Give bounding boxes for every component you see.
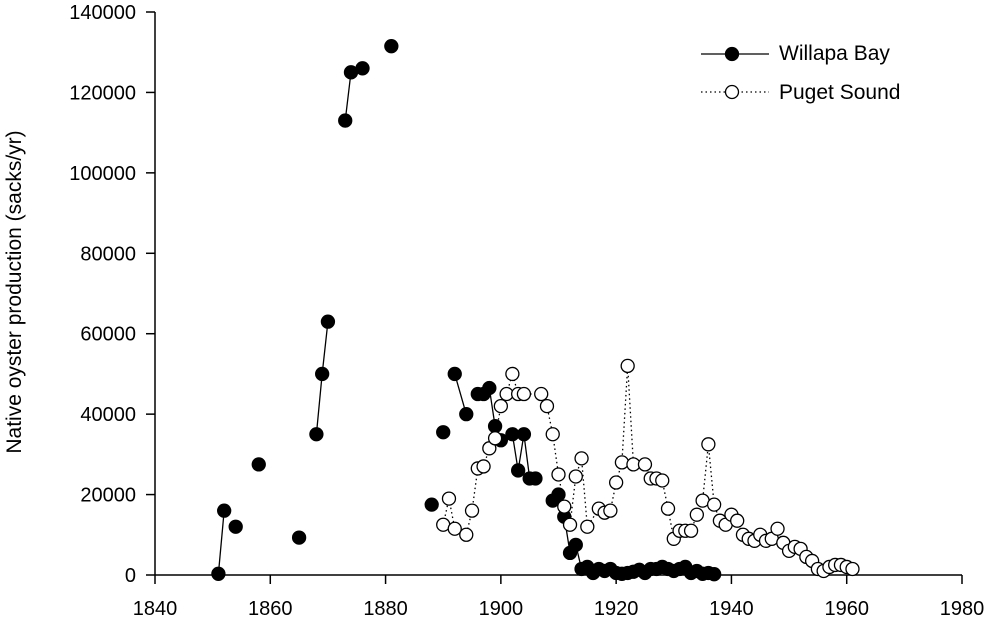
legend-item-willapa-bay: Willapa Bay	[701, 42, 890, 65]
data-point-puget-sound	[551, 467, 566, 482]
series-lines	[217, 67, 853, 575]
data-point-puget-sound	[603, 503, 618, 518]
y-tick-label: 20000	[80, 485, 136, 507]
data-point-puget-sound	[620, 358, 635, 374]
x-tick-label: 1900	[479, 598, 524, 620]
data-point-puget-sound	[689, 507, 704, 522]
x-tick-label: 1880	[363, 598, 408, 620]
data-point-puget-sound	[608, 475, 624, 490]
y-tick-label: 40000	[80, 404, 136, 426]
data-point-willapa-bay	[384, 39, 399, 54]
data-point-puget-sound	[459, 527, 474, 542]
y-axis-title: Native oyster production (sacks/yr)	[3, 130, 26, 453]
data-point-puget-sound	[487, 431, 503, 446]
x-tick-label: 1860	[248, 598, 293, 620]
data-point-puget-sound	[770, 521, 785, 536]
x-tick-label: 1960	[824, 598, 869, 620]
data-point-willapa-bay	[482, 380, 497, 396]
legend-label-willapa-bay: Willapa Bay	[779, 42, 890, 65]
data-point-willapa-bay	[459, 406, 474, 422]
data-point-willapa-bay	[355, 61, 370, 76]
data-point-willapa-bay	[528, 471, 543, 486]
data-point-puget-sound	[464, 503, 480, 518]
tick-labels: 1840 1860 1880 1900 1920 1940 1960 1980 0 20000 40…	[69, 2, 984, 620]
data-point-willapa-bay	[706, 567, 722, 582]
data-point-willapa-bay	[309, 427, 324, 442]
data-point-puget-sound	[730, 513, 745, 528]
data-point-willapa-bay	[424, 497, 439, 512]
series-line-willapa-bay	[217, 510, 225, 574]
data-point-willapa-bay	[338, 113, 353, 128]
data-point-puget-sound	[534, 386, 549, 402]
data-point-puget-sound	[539, 398, 555, 414]
data-point-willapa-bay	[487, 419, 503, 434]
data-point-puget-sound	[447, 521, 462, 536]
data-point-willapa-bay	[447, 366, 462, 382]
data-point-willapa-bay	[251, 457, 266, 472]
x-tick-label: 1920	[594, 598, 639, 620]
data-point-puget-sound	[701, 437, 716, 452]
y-tick-label: 0	[125, 565, 136, 587]
data-point-puget-sound	[660, 501, 676, 516]
legend-marker-willapa-bay	[724, 46, 740, 62]
data-point-willapa-bay	[211, 566, 226, 581]
legend-label-puget-sound: Puget Sound	[779, 81, 900, 104]
y-tick-label: 120000	[69, 82, 136, 104]
data-point-willapa-bay	[436, 425, 451, 440]
data-point-puget-sound	[493, 398, 509, 414]
data-point-puget-sound	[568, 469, 583, 484]
data-point-puget-sound	[557, 499, 572, 514]
y-tick-label: 80000	[80, 243, 136, 265]
x-tick-label: 1980	[940, 598, 985, 620]
data-point-puget-sound	[580, 519, 595, 534]
data-point-puget-sound	[614, 455, 630, 470]
data-point-willapa-bay	[511, 463, 526, 478]
data-point-puget-sound	[505, 366, 520, 382]
data-point-willapa-bay	[568, 537, 583, 552]
data-point-puget-sound	[655, 473, 670, 488]
data-point-willapa-bay	[315, 366, 330, 382]
data-point-willapa-bay	[551, 487, 566, 502]
x-tick-label: 1840	[133, 598, 178, 620]
y-tick-label: 140000	[69, 2, 136, 24]
legend-marker-puget-sound	[724, 84, 740, 100]
data-point-puget-sound	[845, 561, 860, 577]
data-point-puget-sound	[706, 497, 722, 512]
data-point-puget-sound	[683, 523, 699, 538]
data-point-puget-sound	[562, 517, 578, 532]
data-point-puget-sound	[545, 427, 560, 442]
y-tick-label: 60000	[80, 324, 136, 346]
series-markers	[211, 39, 860, 582]
data-point-willapa-bay	[228, 519, 243, 534]
data-point-puget-sound	[441, 491, 457, 506]
data-point-willapa-bay	[516, 427, 532, 442]
x-tick-label: 1940	[709, 598, 754, 620]
data-point-puget-sound	[476, 459, 491, 474]
data-point-willapa-bay	[217, 503, 232, 518]
data-point-puget-sound	[574, 451, 589, 466]
legend: Willapa Bay Puget Sound	[701, 42, 900, 104]
data-point-willapa-bay	[291, 530, 307, 545]
y-tick-label: 100000	[69, 163, 136, 185]
data-point-willapa-bay	[320, 314, 336, 329]
data-point-puget-sound	[516, 386, 532, 402]
data-point-puget-sound	[637, 457, 653, 472]
legend-item-puget-sound: Puget Sound	[701, 81, 900, 104]
ticks	[146, 11, 963, 584]
